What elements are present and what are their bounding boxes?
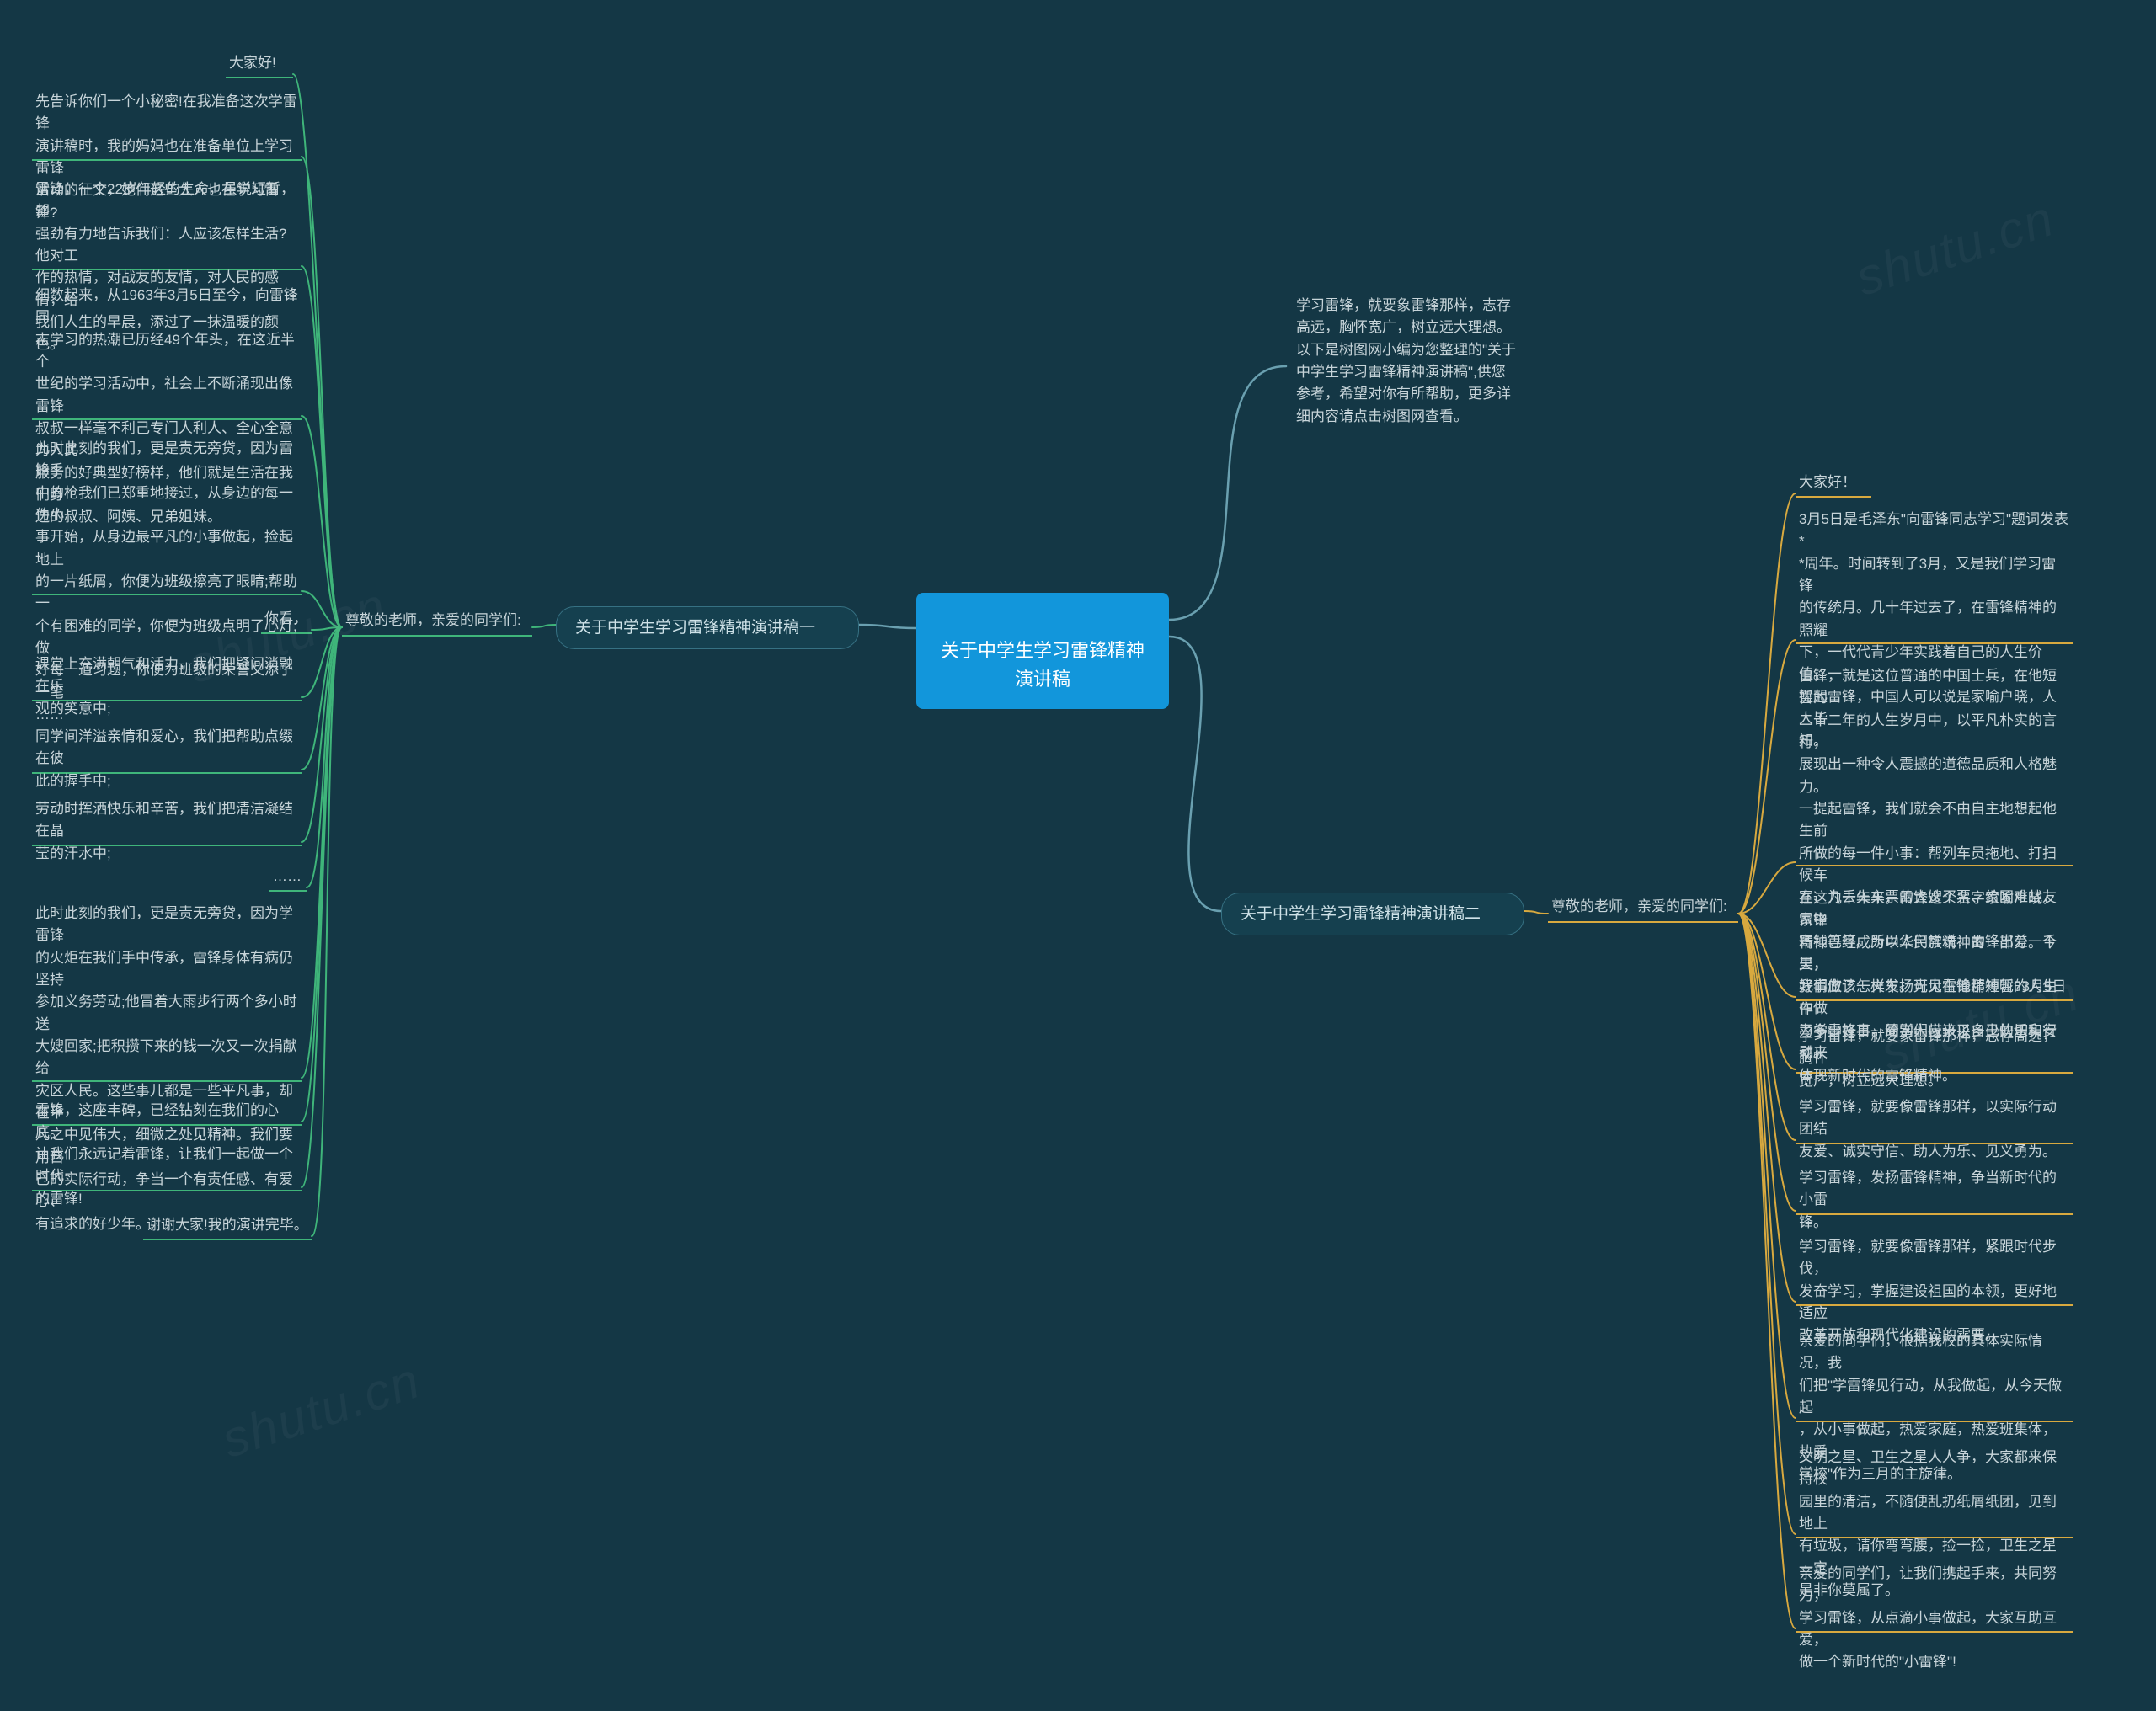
left-leaf: 让我们永远记着雷锋，让我们一起做一个时代 的雷锋!	[32, 1143, 302, 1217]
right-leaf: 亲爱的同学们，让我们携起手来，共同努力， 学习雷锋，从点滴小事做起，大家互助互爱…	[1796, 1563, 2073, 1681]
right-leaf-text: 大家好！	[1799, 472, 1868, 493]
root-node[interactable]: 关于中学生学习雷锋精神 演讲稿	[916, 593, 1169, 709]
branch-right-sub-label: 尊敬的老师，亲爱的同学们:	[1551, 896, 1735, 918]
left-leaf-text: 让我们永远记着雷锋，让我们一起做一个时代 的雷锋!	[35, 1143, 298, 1210]
left-leaf-text: 劳动时挥洒快乐和辛苦，我们把清洁凝结在晶 莹的汗水中;	[35, 798, 298, 865]
right-leaf-text: 学习雷锋，就要象雷锋那样，志存高远，胸怀 宽广，树立远大理想。	[1799, 1026, 2070, 1092]
root-node-text: 关于中学生学习雷锋精神 演讲稿	[941, 640, 1145, 690]
watermark: shutu.cn	[215, 1351, 427, 1469]
intro-text: 学习雷锋，就要象雷锋那样，志存 高远，胸怀宽广，树立远大理想。 以下是树图网小编…	[1296, 295, 1660, 428]
watermark: shutu.cn	[1849, 189, 2061, 307]
right-leaf-text: 亲爱的同学们，让我们携起手来，共同努力， 学习雷锋，从点滴小事做起，大家互助互爱…	[1799, 1563, 2070, 1674]
right-leaf: 学习雷锋，发扬雷锋精神，争当新时代的小雷 锋。	[1796, 1167, 2073, 1240]
branch-right[interactable]: 关于中学生学习雷锋精神演讲稿二	[1221, 893, 1524, 935]
intro-text-node: 学习雷锋，就要象雷锋那样，志存 高远，胸怀宽广，树立远大理想。 以下是树图网小编…	[1293, 295, 1663, 434]
left-leaf-text: 你看，	[264, 608, 308, 630]
branch-left-sub-label: 尊敬的老师，亲爱的同学们:	[345, 610, 529, 632]
left-leaf: 你看，	[261, 608, 312, 637]
left-leaf: 谢谢大家!我的演讲完毕。	[143, 1214, 312, 1243]
branch-left-label: 关于中学生学习雷锋精神演讲稿一	[575, 619, 815, 637]
right-leaf: 学习雷锋，就要像雷锋那样，以实际行动团结 友爱、诚实守信、助人为乐、见义勇为。	[1796, 1096, 2073, 1170]
right-leaf: 大家好！	[1796, 472, 1871, 500]
left-leaf-text: 谢谢大家!我的演讲完毕。	[147, 1214, 308, 1236]
left-leaf: ……	[270, 866, 307, 894]
left-leaf: 课堂上充满朝气和活力，我们把疑问消融在乐 观的笑意中;	[32, 653, 302, 727]
left-leaf: 大家好!	[226, 52, 293, 81]
branch-left-sub[interactable]: 尊敬的老师，亲爱的同学们:	[342, 610, 532, 638]
left-leaf-text: 同学间洋溢亲情和爱心，我们把帮助点缀在彼 此的握手中;	[35, 726, 298, 792]
left-leaf: 同学间洋溢亲情和爱心，我们把帮助点缀在彼 此的握手中;	[32, 726, 302, 799]
left-leaf-text: ……	[273, 866, 303, 887]
branch-left[interactable]: 关于中学生学习雷锋精神演讲稿一	[556, 606, 859, 649]
left-leaf-text: 课堂上充满朝气和活力，我们把疑问消融在乐 观的笑意中;	[35, 653, 298, 720]
left-leaf-text: 大家好!	[229, 52, 290, 74]
left-leaf: 劳动时挥洒快乐和辛苦，我们把清洁凝结在晶 莹的汗水中;	[32, 798, 302, 871]
left-leaf-text: 雷锋，这座丰碑，已经钻刻在我们的心底。	[35, 1100, 298, 1144]
right-leaf: 学习雷锋，就要象雷锋那样，志存高远，胸怀 宽广，树立远大理想。	[1796, 1026, 2073, 1099]
branch-right-label: 关于中学生学习雷锋精神演讲稿二	[1241, 905, 1481, 923]
branch-right-sub[interactable]: 尊敬的老师，亲爱的同学们:	[1548, 896, 1738, 925]
right-leaf-text: 学习雷锋，发扬雷锋精神，争当新时代的小雷 锋。	[1799, 1167, 2070, 1234]
right-leaf-text: 学习雷锋，就要像雷锋那样，以实际行动团结 友爱、诚实守信、助人为乐、见义勇为。	[1799, 1096, 2070, 1163]
